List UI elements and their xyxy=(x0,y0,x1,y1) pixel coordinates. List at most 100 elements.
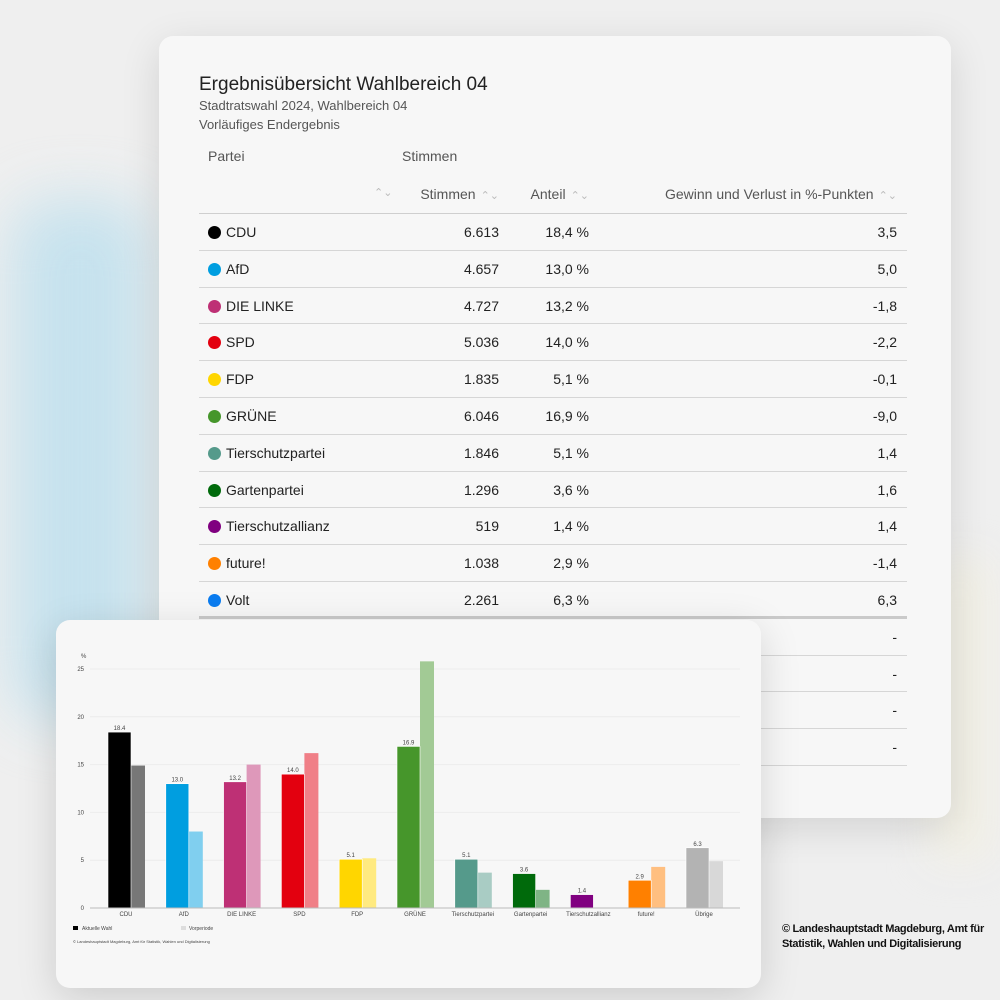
result-status: Vorläufiges Endergebnis xyxy=(199,117,340,132)
bar-current-6 xyxy=(454,858,479,909)
data-label: 6.3 xyxy=(693,842,702,848)
y-tick-label: 10 xyxy=(77,810,84,816)
data-label: 14.0 xyxy=(287,768,299,774)
party-color-dot xyxy=(208,593,221,607)
table-row: DIE LINKE 4.727 13,2 % -1,8 xyxy=(199,288,907,325)
header-anteil: Anteil xyxy=(530,186,566,202)
party-name: Gartenpartei xyxy=(226,481,304,498)
table-row: FDP 1.835 5,1 % -0,1 xyxy=(199,361,907,398)
votes: 1.296 xyxy=(463,481,499,498)
y-axis-label: % xyxy=(81,654,87,660)
bar-previous-5 xyxy=(420,661,434,908)
party-color-dot xyxy=(208,520,221,534)
party-name: DIE LINKE xyxy=(226,297,294,314)
x-tick-label: Übrige xyxy=(695,911,713,918)
bar-previous-0 xyxy=(131,765,145,908)
header-stimmen-group: Stimmen xyxy=(402,148,458,164)
sort-anteil[interactable]: Anteil ⌃⌄ xyxy=(531,186,589,202)
party-color-dot xyxy=(208,373,221,387)
y-tick-label: 20 xyxy=(77,715,84,721)
votes: 6.613 xyxy=(463,224,499,240)
change: -9,0 xyxy=(872,407,897,424)
party-name: CDU xyxy=(226,224,257,240)
bar-chart: 0 5 10 15 20 25% 18.4 CDU 13.0 AfD 13.2 DIE LINKE 14… xyxy=(73,654,740,944)
sort-stimmen[interactable]: Stimmen ⌃⌄ xyxy=(420,186,499,202)
bar-current-8 xyxy=(570,894,594,909)
votes: 1.846 xyxy=(463,444,499,461)
table-row: Tierschutzpartei 1.846 5,1 % 1,4 xyxy=(199,435,907,472)
bar-previous-7 xyxy=(535,889,550,908)
change: - xyxy=(892,739,897,756)
y-tick-label: 25 xyxy=(77,667,84,673)
share: 1,4 % xyxy=(553,518,589,535)
bar-previous-3 xyxy=(304,753,319,908)
x-tick-label: Tierschutzpartei xyxy=(452,912,494,918)
change: - xyxy=(892,665,897,682)
data-label: 13.0 xyxy=(171,778,183,784)
x-tick-label: GRÜNE xyxy=(404,911,426,918)
sort-party-icon[interactable]: ⌃⌄ xyxy=(374,187,393,199)
sort-icon: ⌃⌄ xyxy=(878,190,897,202)
votes: 2.261 xyxy=(463,591,499,608)
x-tick-label: FDP xyxy=(351,912,363,918)
votes: 6.046 xyxy=(463,407,499,424)
data-label: 13.2 xyxy=(229,776,241,782)
table-row: GRÜNE 6.046 16,9 % -9,0 xyxy=(199,398,907,435)
change: 6,3 xyxy=(877,591,897,608)
party-name: AfD xyxy=(226,260,250,277)
data-label: 5.1 xyxy=(347,853,356,859)
bar-current-10 xyxy=(685,847,710,909)
votes: 4.657 xyxy=(463,260,499,277)
results-table: Partei Stimmen ⌃⌄ Stimmen ⌃⌄ Anteil ⌃⌄ Gew… xyxy=(199,136,907,766)
votes: 5.036 xyxy=(463,334,499,351)
party-color-dot xyxy=(208,557,221,571)
legend-label-current: Aktuelle Wahl xyxy=(82,926,112,932)
table-row: Volt 2.261 6,3 % 6,3 xyxy=(199,582,907,619)
data-label: 2.9 xyxy=(636,874,645,880)
bar-previous-2 xyxy=(246,764,261,908)
bar-previous-4 xyxy=(362,858,377,908)
change: -2,2 xyxy=(872,334,897,351)
bar-chart-card: 0 5 10 15 20 25% 18.4 CDU 13.0 AfD 13.2 DIE LINKE 14… xyxy=(56,620,761,988)
chart-source: © Landeshauptstadt Magdeburg, Amt für St… xyxy=(73,939,210,944)
x-tick-label: DIE LINKE xyxy=(227,912,256,918)
table-row: SPD 5.036 14,0 % -2,2 xyxy=(199,324,907,362)
data-label: 3.6 xyxy=(520,868,529,874)
party-color-dot xyxy=(208,262,221,276)
x-tick-label: Gartenpartei xyxy=(514,912,547,918)
change: 1,4 xyxy=(877,518,897,535)
data-label: 5.1 xyxy=(462,853,471,859)
table-row: future! 1.038 2,9 % -1,4 xyxy=(199,545,907,582)
bar-current-9 xyxy=(627,879,652,909)
copyright-line-1: © Landeshauptstadt Magdeburg, Amt für xyxy=(782,923,984,935)
table-row: Tierschutzallianz 519 1,4 % 1,4 xyxy=(199,508,907,546)
data-label: 18.4 xyxy=(114,726,126,732)
copyright-line-2: Statistik, Wahlen und Digitalisierung xyxy=(782,938,962,950)
change: - xyxy=(892,702,897,719)
copyright-notice: © Landeshauptstadt Magdeburg, Amt für St… xyxy=(782,922,984,952)
votes: 519 xyxy=(475,518,499,535)
bar-current-2 xyxy=(223,781,247,909)
data-label: 16.9 xyxy=(403,740,415,746)
y-tick-label: 5 xyxy=(81,858,85,864)
share: 16,9 % xyxy=(545,407,589,424)
share: 13,2 % xyxy=(545,297,589,314)
share: 5,1 % xyxy=(553,371,589,388)
bar-previous-10 xyxy=(709,861,723,908)
bar-current-1 xyxy=(165,783,190,909)
subtitle: Stadtratswahl 2024, Wahlbereich 04 xyxy=(199,98,408,113)
change: 3,5 xyxy=(877,224,897,240)
table-row: AfD 4.657 13,0 % 5,0 xyxy=(199,251,907,288)
legend-label-previous: Vorperiode xyxy=(189,926,213,932)
share: 14,0 % xyxy=(545,334,589,351)
party-name: Tierschutzpartei xyxy=(226,444,326,461)
header-stimmen: Stimmen xyxy=(420,186,476,202)
sort-icon: ⌃⌄ xyxy=(570,190,589,202)
x-tick-label: future! xyxy=(638,912,655,918)
sort-gewinn[interactable]: Gewinn und Verlust in %-Punkten ⌃⌄ xyxy=(665,186,897,202)
legend-swatch-current xyxy=(73,926,78,930)
change: -1,8 xyxy=(872,297,897,314)
party-name: future! xyxy=(226,555,266,572)
y-tick-label: 15 xyxy=(77,763,84,769)
bar-previous-6 xyxy=(477,872,492,908)
